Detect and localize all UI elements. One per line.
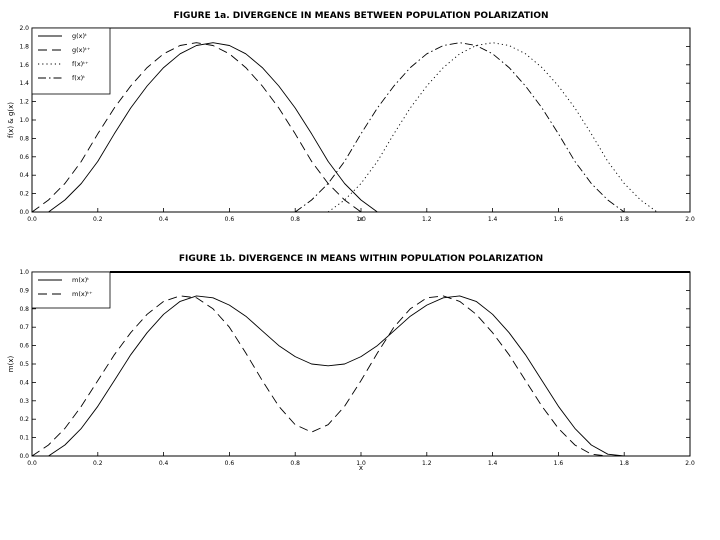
y-tick-label: 0.8 [19,306,29,313]
y-tick-label: 0.2 [19,191,29,198]
x-tick-label: 0.0 [27,460,37,467]
y-tick-label: 0.5 [19,361,29,368]
y-tick-label: 0.6 [19,154,29,161]
legend-box [31,271,111,309]
x-tick-label: 0.4 [159,216,169,223]
x-tick-label: 0.0 [27,216,37,223]
x-axis-label: x [359,215,363,223]
x-tick-label: 1.2 [422,460,432,467]
x-tick-label: 1.8 [619,216,629,223]
series-line-0 [48,295,625,457]
x-tick-label: 1.6 [554,216,564,223]
series-line-3 [294,42,625,213]
y-tick-label: 0.1 [19,435,29,442]
y-tick-label: 0.2 [19,416,29,423]
legend-label-1: g(x)ᵗ⁺ [72,46,90,54]
legend-label-0: m(x)ᵗ [72,276,89,284]
x-tick-label: 1.0 [356,460,366,467]
x-axis-label: x [359,464,363,472]
y-tick-label: 1.2 [19,99,29,106]
y-tick-label: 0.7 [19,324,29,331]
x-tick-label: 1.0 [356,216,366,223]
x-tick-label: 1.2 [422,216,432,223]
y-tick-label: 0.8 [19,135,29,142]
x-tick-label: 0.6 [225,460,235,467]
y-tick-label: 1.0 [19,269,29,276]
x-tick-label: 1.4 [488,460,498,467]
legend-label-0: g(x)ᵗ [72,32,87,40]
y-tick-label: 0.3 [19,398,29,405]
x-tick-label: 0.6 [225,216,235,223]
x-tick-label: 0.8 [290,216,300,223]
x-tick-label: 1.4 [488,216,498,223]
y-tick-label: 1.8 [19,43,29,50]
y-tick-label: 0.9 [19,287,29,294]
y-tick-label: 1.0 [19,117,29,124]
series-line-1 [31,295,658,457]
plot-frame [31,271,691,457]
series-line-1 [31,42,362,213]
x-tick-label: 0.4 [159,460,169,467]
x-tick-label: 2.0 [685,460,695,467]
y-tick-label: 0.4 [19,379,29,386]
chart-1a: FIGURE 1a. DIVERGENCE IN MEANS BETWEEN P… [7,11,695,223]
y-axis-label: m(x) [7,356,15,373]
x-tick-label: 0.8 [290,460,300,467]
legend-label-2: f(x)ᵗ⁺ [72,60,89,68]
x-tick-label: 0.2 [93,216,103,223]
y-tick-label: 2.0 [19,25,29,32]
y-tick-label: 1.4 [19,80,29,87]
chart-title: FIGURE 1b. DIVERGENCE IN MEANS WITHIN PO… [179,254,543,264]
x-tick-label: 2.0 [685,216,695,223]
y-tick-label: 0.6 [19,343,29,350]
y-axis-label: f(x) & g(x) [7,102,15,138]
y-tick-label: 0.0 [19,453,29,460]
y-tick-label: 0.0 [19,209,29,216]
plot-frame [31,27,691,213]
legend-box [31,27,111,95]
y-tick-label: 1.6 [19,62,29,69]
y-tick-label: 0.4 [19,172,29,179]
x-tick-label: 1.6 [554,460,564,467]
x-tick-label: 0.2 [93,460,103,467]
chart-title: FIGURE 1a. DIVERGENCE IN MEANS BETWEEN P… [173,11,548,21]
series-line-0 [48,42,378,213]
x-tick-label: 1.8 [619,460,629,467]
chart-1b: FIGURE 1b. DIVERGENCE IN MEANS WITHIN PO… [7,254,695,472]
legend-label-1: m(x)ᵗ⁺ [72,290,93,298]
series-line-2 [327,42,658,213]
legend-label-3: f(x)ᵗ [72,74,85,82]
